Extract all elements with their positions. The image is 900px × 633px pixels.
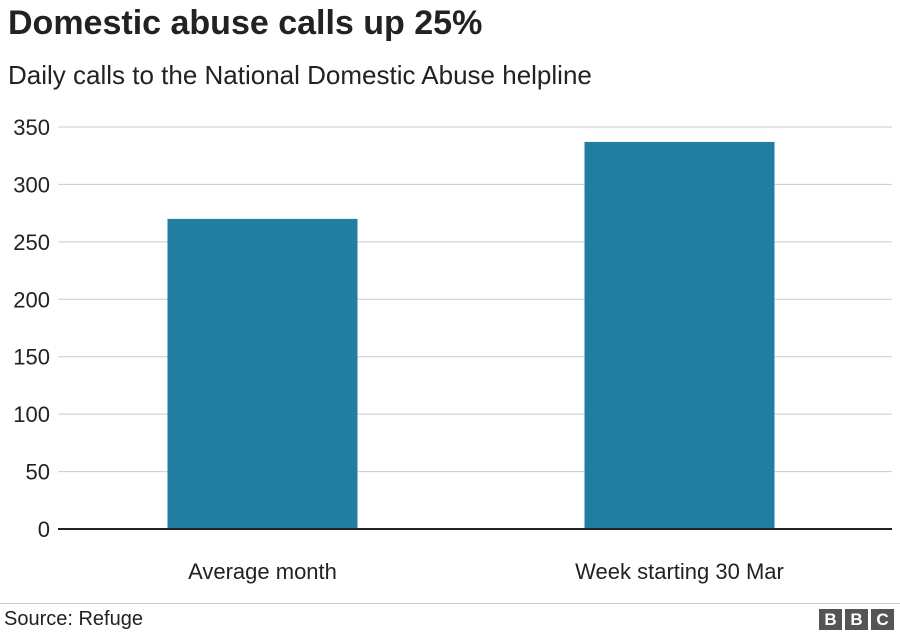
- y-tick-label: 0: [38, 517, 50, 542]
- source-note: Source: Refuge: [4, 608, 143, 630]
- y-tick-label: 350: [13, 115, 50, 140]
- bar: [584, 141, 775, 529]
- y-tick-label: 100: [13, 402, 50, 427]
- logo-letter: B: [819, 609, 842, 630]
- logo-letter: C: [871, 609, 894, 630]
- y-tick-label: 200: [13, 287, 50, 312]
- chart-title: Domestic abuse calls up 25%: [8, 4, 483, 42]
- logo-letter: B: [845, 609, 868, 630]
- x-category-label: Week starting 30 Mar: [575, 559, 784, 584]
- y-tick-label: 250: [13, 230, 50, 255]
- y-tick-label: 300: [13, 172, 50, 197]
- x-category-label: Average month: [188, 559, 337, 584]
- bar: [167, 218, 358, 529]
- y-tick-label: 50: [26, 460, 50, 485]
- chart-subtitle: Daily calls to the National Domestic Abu…: [8, 60, 592, 90]
- footer-divider: [0, 603, 900, 604]
- bbc-logo: B B C: [819, 609, 894, 630]
- y-tick-label: 150: [13, 345, 50, 370]
- bar-chart: 0 50 100 150 200 250 300 350 Average month Week s…: [13, 115, 892, 584]
